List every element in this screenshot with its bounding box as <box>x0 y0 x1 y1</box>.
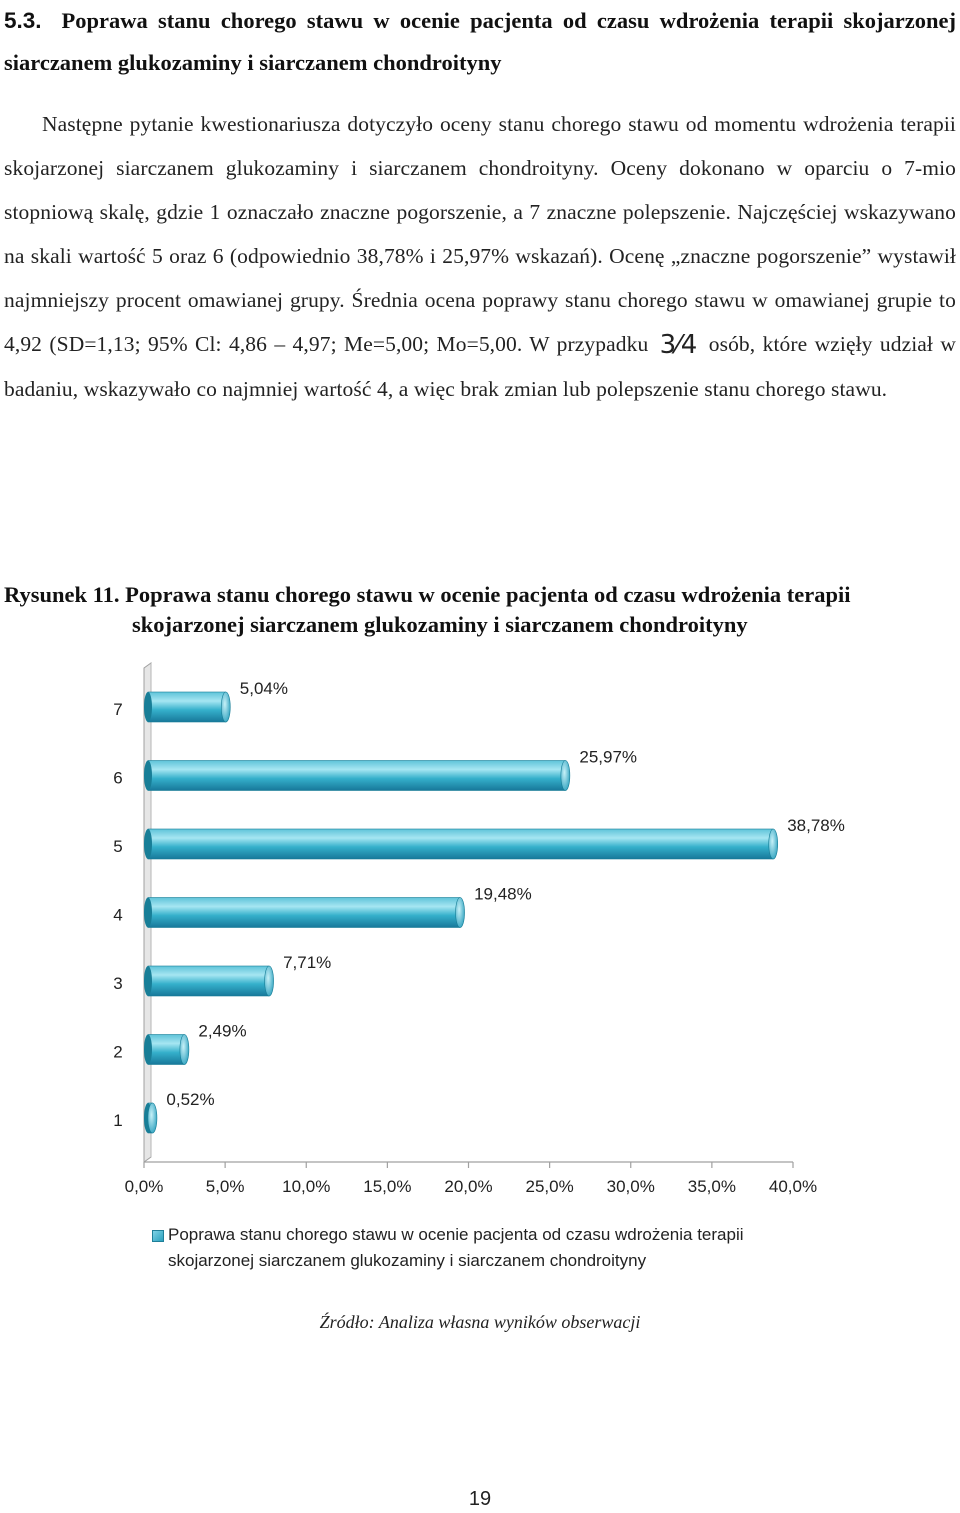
data-label: 25,97% <box>579 748 637 767</box>
chart-bars <box>144 691 779 1134</box>
bar-start-cap <box>144 829 152 859</box>
bar-start-cap <box>144 692 152 722</box>
x-tick-label: 30,0% <box>607 1177 655 1196</box>
bar <box>147 828 774 860</box>
data-label: 2,49% <box>198 1022 246 1041</box>
x-tick-label: 40,0% <box>769 1177 817 1196</box>
bar-start-cap <box>144 897 152 928</box>
paragraph-text-part1: Następne pytanie kwestionariusza dotyczy… <box>4 112 956 356</box>
bar-chart: 0,0% 5,0% 10,0% 15,0% 20,0% 25,0% 30,0% 35,0% 40… <box>113 662 845 1196</box>
bar-end-cap <box>560 760 571 791</box>
x-tick-label: 20,0% <box>444 1177 492 1196</box>
figure-caption: Rysunek 11. Poprawa stanu chorego stawu … <box>4 580 959 640</box>
body-paragraph: Następne pytanie kwestionariusza dotyczy… <box>4 102 956 411</box>
bar <box>147 897 461 928</box>
x-tick-label: 10,0% <box>282 1177 330 1196</box>
data-label: 7,71% <box>283 953 331 972</box>
bar-end-cap <box>768 828 779 860</box>
data-label: 5,04% <box>240 679 288 698</box>
bar-end-cap <box>264 965 274 997</box>
y-category-label: 4 <box>113 906 122 925</box>
x-tick-label: 15,0% <box>363 1177 411 1196</box>
data-label: 19,48% <box>474 885 532 904</box>
section-title: Poprawa stanu chorego stawu w ocenie pac… <box>4 8 956 75</box>
x-tick-label: 5,0% <box>206 1177 245 1196</box>
bar-end-cap <box>179 1034 190 1065</box>
bar <box>147 965 270 997</box>
bar <box>147 760 566 791</box>
y-category-label: 1 <box>113 1111 122 1130</box>
bar-end-cap <box>147 1102 158 1134</box>
figure-title-line1: Poprawa stanu chorego stawu w ocenie pac… <box>125 582 851 607</box>
x-tick-label: 35,0% <box>688 1177 736 1196</box>
chart-axes: 0,0% 5,0% 10,0% 15,0% 20,0% 25,0% 30,0% 35,0% 40… <box>125 1161 817 1196</box>
bar-start-cap <box>144 760 152 791</box>
legend-text-line1: Poprawa stanu chorego stawu w ocenie pac… <box>168 1225 744 1244</box>
x-tick-label: 25,0% <box>526 1177 574 1196</box>
y-category-label: 6 <box>113 769 122 788</box>
bar-start-cap <box>144 966 152 996</box>
bar-end-cap <box>220 691 231 723</box>
figure-label: Rysunek 11. <box>4 582 120 607</box>
figure-title-line2: skojarzonej siarczanem glukozaminy i sia… <box>132 612 748 637</box>
page-number: 19 <box>468 1488 492 1510</box>
y-category-label: 3 <box>113 974 122 993</box>
section-heading: 5.3. Poprawa stanu chorego stawu w ocenie… <box>4 0 956 84</box>
y-category-label: 7 <box>113 700 122 719</box>
legend-text-line2: skojarzonej siarczanem glukozaminy i sia… <box>168 1251 647 1270</box>
chart-legend: Poprawa stanu chorego stawu w ocenie pac… <box>152 1222 852 1274</box>
y-category-label: 2 <box>113 1043 122 1062</box>
x-tick-label: 0,0% <box>125 1177 164 1196</box>
bar <box>147 1034 185 1065</box>
fraction-three-quarters: 3⁄4 <box>659 330 698 360</box>
bar <box>147 691 227 723</box>
legend-swatch <box>152 1230 164 1242</box>
data-label: 0,52% <box>166 1090 214 1109</box>
bar-start-cap <box>144 1034 152 1065</box>
paragraph-text-part2: osób, które wzięły udział w badaniu, wsk… <box>4 332 956 401</box>
source-note: Źródło: Analiza własna wyników obserwacj… <box>319 1312 641 1332</box>
data-label: 38,78% <box>787 816 845 835</box>
chart-labels: 7 5,04% 6 25,97% 5 38,78% 4 19,48% 3 7,71% 2 2,49% 1… <box>113 679 845 1130</box>
y-category-label: 5 <box>113 837 122 856</box>
bar-end-cap <box>455 897 465 928</box>
section-number: 5.3. <box>4 8 42 33</box>
